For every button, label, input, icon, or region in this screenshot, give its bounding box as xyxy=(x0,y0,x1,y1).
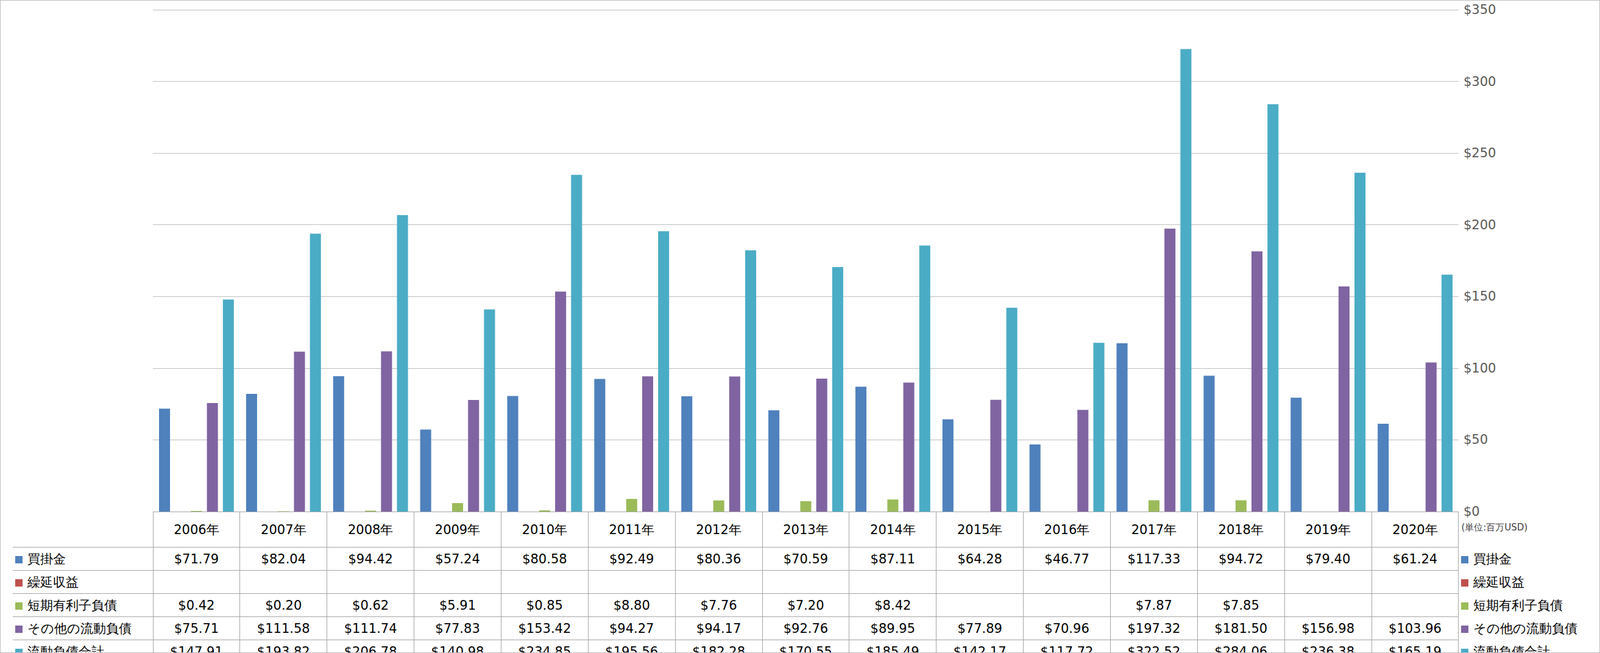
svg-text:$150: $150 xyxy=(1463,288,1496,304)
html-text:$77.89: $77.89 xyxy=(957,620,1003,636)
html-text:2014年: 2014年 xyxy=(870,521,916,537)
html-text:$71.79: $71.79 xyxy=(174,551,219,566)
html-text:$7.20: $7.20 xyxy=(787,597,825,613)
svg-text:$350: $350 xyxy=(1463,2,1496,18)
svg-text:$250: $250 xyxy=(1463,145,1496,161)
html-text:2012年: 2012年 xyxy=(696,521,742,537)
svg-text:$300: $300 xyxy=(1463,74,1496,89)
html-text:$79.40: $79.40 xyxy=(1305,551,1351,566)
svg-text:$100: $100 xyxy=(1463,360,1496,376)
html-text:$197.32: $197.32 xyxy=(1127,620,1181,636)
html-text:$0.85: $0.85 xyxy=(526,597,563,613)
html-text:2008年: 2008年 xyxy=(347,521,394,537)
html-text:短期有利子負債: 短期有利子負債 xyxy=(1473,597,1564,613)
html-text:$80.36: $80.36 xyxy=(696,551,742,566)
html-text:繰延収益: 繰延収益 xyxy=(1473,574,1525,589)
html-text:繰延収益: 繰延収益 xyxy=(27,574,79,589)
html-text:2018年: 2018年 xyxy=(1218,521,1264,537)
html-text:$94.27: $94.27 xyxy=(609,620,655,636)
html-text:$8.42: $8.42 xyxy=(874,597,912,613)
html-text:買掛金: 買掛金 xyxy=(27,551,66,566)
html-text:短期有利子負債: 短期有利子負債 xyxy=(27,597,117,613)
html-text:2020年: 2020年 xyxy=(1392,521,1438,537)
svg-text:$50: $50 xyxy=(1463,431,1488,447)
html-text:$7.76: $7.76 xyxy=(700,597,737,613)
html-text:2009年: 2009年 xyxy=(434,521,481,537)
html-text:2019年: 2019年 xyxy=(1305,521,1351,537)
html-text:$82.04: $82.04 xyxy=(261,551,306,566)
html-text:$92.76: $92.76 xyxy=(783,620,829,636)
html-text:$80.58: $80.58 xyxy=(522,551,568,566)
html-text:$156.98: $156.98 xyxy=(1301,620,1355,636)
html-text:$77.83: $77.83 xyxy=(435,620,480,636)
html-text:$89.95: $89.95 xyxy=(870,620,916,636)
svg-text:$200: $200 xyxy=(1463,217,1496,233)
html-text:$0.42: $0.42 xyxy=(178,597,215,613)
html-text:$94.42: $94.42 xyxy=(348,551,393,566)
html-text:$57.24: $57.24 xyxy=(435,551,480,566)
html-text:$94.72: $94.72 xyxy=(1218,551,1264,566)
html-text:$87.11: $87.11 xyxy=(870,551,916,566)
html-text:$7.87: $7.87 xyxy=(1135,597,1173,613)
html-text:$111.74: $111.74 xyxy=(344,620,398,636)
html-text:2015年: 2015年 xyxy=(957,521,1003,537)
html-text:その他の流動負債: その他の流動負債 xyxy=(1473,620,1578,636)
html-text:$70.96: $70.96 xyxy=(1044,620,1090,636)
html-text:2006年: 2006年 xyxy=(173,521,220,537)
html-text:$7.85: $7.85 xyxy=(1222,597,1260,613)
html-text:2011年: 2011年 xyxy=(608,521,655,537)
html-text:2017年: 2017年 xyxy=(1131,521,1177,537)
html-text:2007年: 2007年 xyxy=(260,521,307,537)
html-text:2013年: 2013年 xyxy=(783,521,829,537)
html-text:$181.50: $181.50 xyxy=(1214,620,1268,636)
html-text:$103.96: $103.96 xyxy=(1388,620,1442,636)
html-text:2010年: 2010年 xyxy=(521,521,568,537)
html-text:$153.42: $153.42 xyxy=(518,620,572,636)
html-text:$61.24: $61.24 xyxy=(1392,551,1438,566)
html-text:$46.77: $46.77 xyxy=(1044,551,1090,566)
html-text:$92.49: $92.49 xyxy=(609,551,655,566)
html-text:$64.28: $64.28 xyxy=(957,551,1003,566)
svg-text:$0: $0 xyxy=(1463,503,1480,519)
html-text:$111.58: $111.58 xyxy=(257,620,310,636)
html-text:$94.17: $94.17 xyxy=(696,620,742,636)
html-text:$5.91: $5.91 xyxy=(439,597,476,613)
html-text:2016年: 2016年 xyxy=(1044,521,1090,537)
html-text:$0.20: $0.20 xyxy=(265,597,302,613)
html-text:$117.33: $117.33 xyxy=(1127,551,1181,566)
html-text:$0.62: $0.62 xyxy=(352,597,389,613)
html-text:その他の流動負債: その他の流動負債 xyxy=(27,620,132,636)
html-text:買掛金: 買掛金 xyxy=(1473,551,1512,566)
html-text:$8.80: $8.80 xyxy=(613,597,650,613)
html-text:(単位:百万USD): (単位:百万USD) xyxy=(1461,521,1528,533)
html-text:$75.71: $75.71 xyxy=(174,620,219,636)
html-text:$70.59: $70.59 xyxy=(783,551,829,566)
